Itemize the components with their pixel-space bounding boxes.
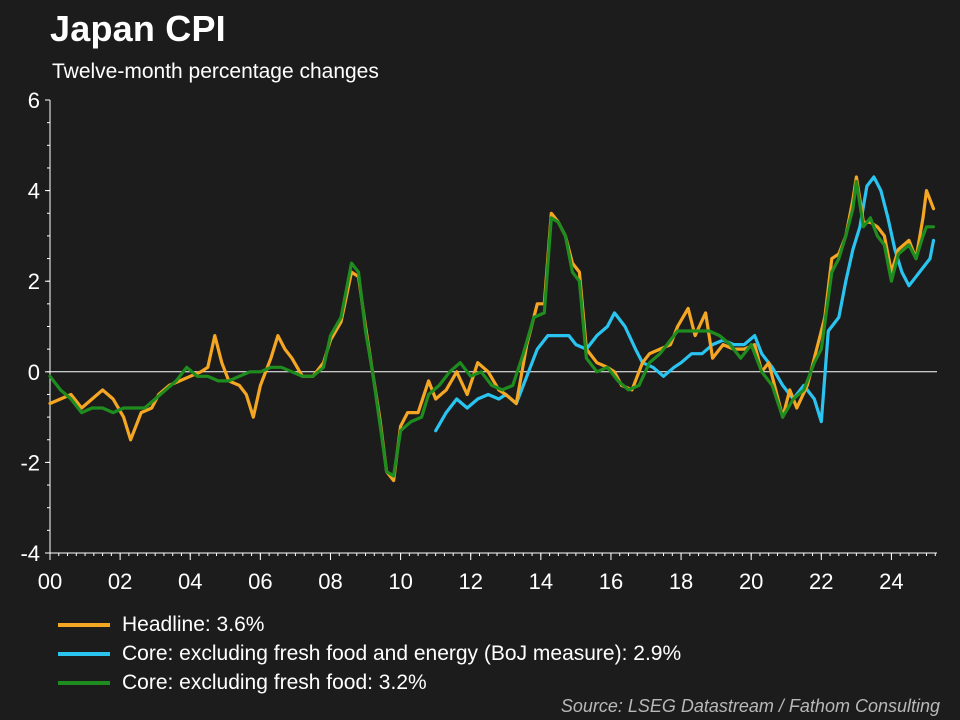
x-tick-label: 08: [318, 569, 342, 594]
y-tick-label: -4: [20, 541, 40, 566]
x-tick-label: 22: [809, 569, 833, 594]
y-tick-label: -2: [20, 450, 40, 475]
source-note: Source: LSEG Datastream / Fathom Consult…: [560, 696, 940, 716]
x-tick-label: 04: [178, 569, 202, 594]
legend-label-core-ex-fresh-food: Core: excluding fresh food: 3.2%: [122, 670, 427, 694]
y-tick-label: 2: [28, 269, 40, 294]
legend-item-core-ex-fresh-food: Core: excluding fresh food: 3.2%: [58, 668, 681, 697]
y-tick-label: 4: [28, 179, 40, 204]
chart-title: Japan CPI: [50, 8, 226, 49]
series-line-core-boj: [434, 175, 936, 433]
x-tick-label: 14: [529, 569, 553, 594]
x-tick-label: 20: [739, 569, 763, 594]
y-tick-label: 6: [28, 88, 40, 113]
legend-label-core-boj: Core: excluding fresh food and energy (B…: [122, 641, 682, 665]
x-tick-label: 18: [669, 569, 693, 594]
x-tick-label: 00: [38, 569, 62, 594]
x-tick-label: 12: [458, 569, 482, 594]
legend-label-headline: Headline: 3.6%: [122, 612, 265, 636]
x-tick-label: 16: [599, 569, 623, 594]
series-line-core-ex-fresh-food: [48, 179, 936, 478]
legend-swatch-core-boj: [58, 651, 110, 656]
y-tick-label: 0: [28, 360, 40, 385]
legend-item-core-boj: Core: excluding fresh food and energy (B…: [58, 639, 681, 668]
chart-legend: Headline: 3.6% Core: excluding fresh foo…: [58, 610, 681, 697]
legend-swatch-core-ex-fresh-food: [58, 680, 110, 685]
chart-series-group: [48, 175, 936, 483]
x-tick-label: 24: [879, 569, 903, 594]
x-tick-label: 02: [108, 569, 132, 594]
x-tick-label: 06: [248, 569, 272, 594]
x-tick-label: 10: [388, 569, 412, 594]
legend-swatch-headline: [58, 622, 110, 627]
legend-item-headline: Headline: 3.6%: [58, 610, 681, 639]
series-line-headline: [48, 175, 936, 483]
chart-subtitle: Twelve-month percentage changes: [52, 60, 379, 83]
